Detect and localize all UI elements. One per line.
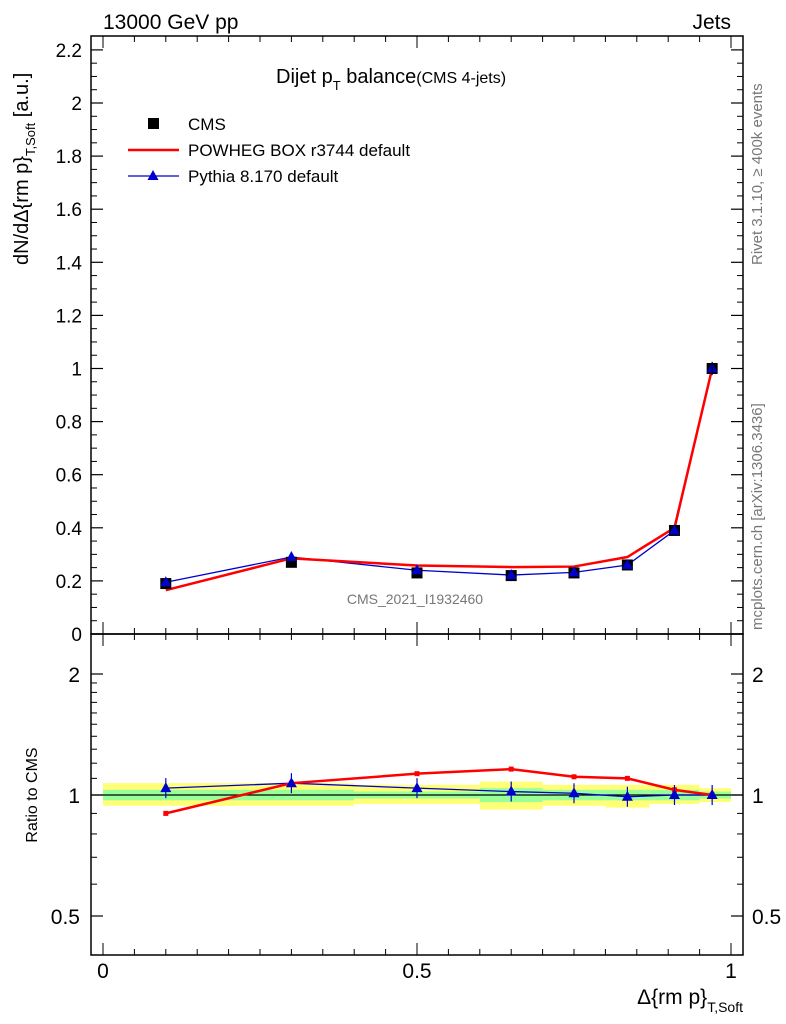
ratio-panel: 0.5 0.5 1 1 2 2 0 0.5 1: [51, 633, 781, 983]
ratio-ytick-label-left: 0.5: [51, 906, 80, 929]
cms-point: [285, 556, 297, 568]
pythia-line: [165, 368, 713, 583]
main-ytick-label: 0.8: [56, 413, 82, 434]
powheg-ratio-line: [165, 767, 713, 815]
legend-label-powheg: POWHEG BOX r3744 default: [188, 141, 410, 160]
legend-marker-cms: [148, 118, 159, 129]
plot-title-note: (CMS 4-jets): [416, 70, 506, 87]
main-ylabel: dN/dΔ{rm p}T,Soft [a.u.]: [11, 73, 38, 265]
pythia-ratio-point: [668, 789, 680, 799]
main-ytick-label: 1.2: [56, 306, 82, 327]
main-ytick-label: 0.4: [56, 519, 83, 540]
pythia-point: [411, 564, 423, 575]
ratio-xtick-label: 0.5: [402, 960, 431, 983]
powheg-ratio-point: [163, 810, 169, 816]
pythia-point: [285, 551, 297, 562]
x-axis-label-sub: T,Soft: [707, 999, 743, 1015]
main-ytick-label: 1.6: [56, 200, 82, 221]
pythia-ratio-point: [285, 777, 297, 788]
pythia-ratio-point: [505, 785, 517, 796]
pythia-point: [621, 558, 633, 569]
main-ytick-label: 1.4: [56, 253, 83, 274]
pythia-point: [668, 524, 680, 535]
main-ylabel-sub: T,Soft: [23, 122, 38, 156]
pythia-point: [505, 569, 517, 580]
main-ytick-label: 0.6: [56, 466, 82, 487]
ratio-ytick-label-left: 2: [68, 664, 80, 687]
header-left: 13000 GeV pp: [103, 11, 238, 34]
powheg-ratio-point: [414, 771, 420, 777]
main-ytick-label: 2.2: [56, 41, 82, 62]
ratio-ytick-label-right: 0.5: [752, 906, 781, 929]
ratio-ytick-label-left: 1: [68, 785, 80, 808]
powheg-line: [165, 368, 714, 592]
pythia-point: [568, 566, 580, 577]
mcplots-label: mcplots.cern.ch [arXiv:1306.3436]: [749, 403, 766, 630]
powheg-ratio-point: [508, 766, 514, 772]
main-panel: 0 0.2 0.4 0.6 0.8 1 1.2 1.4 1.6 1.8 2 2.2 Dijet pT …: [56, 35, 744, 646]
watermark: CMS_2021_I1932460: [347, 591, 483, 607]
ratio-ytick-label-right: 2: [752, 664, 764, 687]
ratio-ytick-label-right: 1: [752, 785, 764, 808]
main-ylabel-unit: [a.u.]: [11, 73, 33, 123]
rivet-label: Rivet 3.1.10, ≥ 400k events: [749, 83, 766, 265]
powheg-ratio-point: [571, 774, 577, 780]
legend-label-cms: CMS: [188, 115, 226, 134]
main-ytick-label: 1: [71, 360, 82, 381]
pythia-point: [160, 576, 172, 587]
pythia-ratio-point: [160, 782, 172, 793]
plot-title-sub: T: [333, 78, 341, 93]
main-ytick-label: 0: [71, 625, 82, 646]
main-ytick-label: 0.2: [56, 572, 82, 593]
powheg-ratio-point: [624, 775, 630, 781]
pythia-ratio-line: [165, 782, 713, 798]
legend-marker-pythia: [147, 170, 159, 180]
pythia-ratio-point: [706, 789, 718, 799]
pythia-ratio-point: [411, 782, 423, 793]
x-axis-label-main: Δ{rm p}: [637, 986, 707, 1009]
x-axis-label: Δ{rm p}T,Soft: [637, 986, 743, 1015]
main-ylabel-main: dN/dΔ{rm p}: [11, 156, 33, 265]
legend: CMS POWHEG BOX r3744 default Pythia 8.17…: [128, 115, 410, 186]
main-ytick-label: 2: [71, 94, 82, 115]
header-right: Jets: [692, 11, 731, 34]
ratio-xtick-label: 1: [725, 960, 737, 983]
pythia-ratio-point: [621, 790, 633, 801]
ratio-xtick-label: 0: [97, 960, 109, 983]
legend-label-pythia: Pythia 8.170 default: [188, 167, 339, 186]
plot-title-rest: balance: [341, 66, 417, 88]
plot-title: Dijet pT balance(CMS 4-jets): [276, 66, 506, 93]
plot-title-main: Dijet p: [276, 66, 333, 88]
ratio-ylabel: Ratio to CMS: [24, 747, 41, 842]
main-ytick-label: 1.8: [56, 147, 82, 168]
pythia-ratio-point: [568, 787, 580, 798]
